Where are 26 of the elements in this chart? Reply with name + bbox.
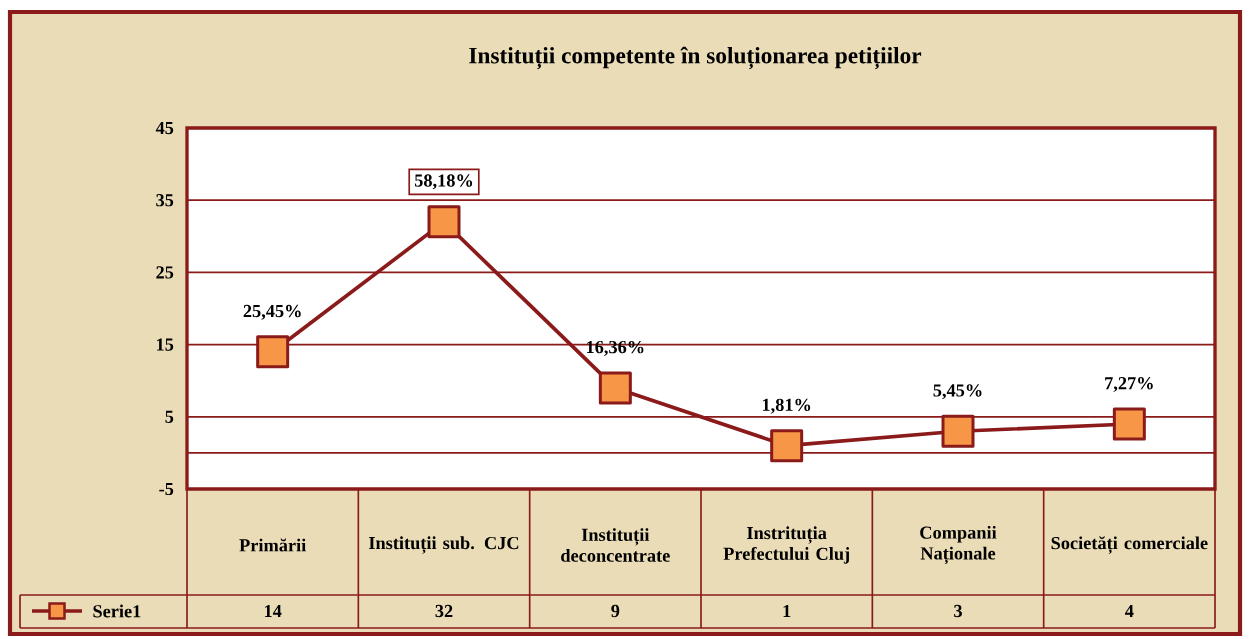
data-label: 1 bbox=[783, 604, 791, 618]
y-tick-label: 45 bbox=[155, 121, 174, 135]
x-tick-label: Instituții sub. CJC bbox=[368, 536, 519, 554]
data-label: 3 bbox=[954, 604, 962, 618]
x-tick-label: Societăți comerciale bbox=[1051, 536, 1208, 554]
data-label: 9 bbox=[611, 604, 620, 618]
x-tick-label: Primării bbox=[239, 538, 306, 552]
y-tick-label: -5 bbox=[159, 482, 174, 496]
legend-label: Serie1 bbox=[93, 604, 141, 618]
annotation: 58,18% bbox=[414, 174, 473, 190]
annotation: 5,45% bbox=[933, 384, 982, 400]
annotation: 16,36% bbox=[587, 340, 644, 356]
chart-title: Instituții competente în soluționarea petițiilor bbox=[469, 46, 922, 70]
data-label: 14 bbox=[264, 604, 282, 618]
x-tick-label: Instrituția Prefectului Cluj bbox=[723, 526, 849, 564]
annotation: 7,27% bbox=[1105, 377, 1153, 393]
x-tick-label: Instituții deconcentrate bbox=[561, 528, 670, 562]
data-label: 4 bbox=[1125, 604, 1134, 618]
data-label: 32 bbox=[435, 604, 453, 618]
annotation: 1,81% bbox=[762, 398, 811, 414]
y-tick-label: 25 bbox=[156, 266, 174, 279]
x-tick-label: Companii Naționale bbox=[920, 525, 997, 565]
annotation: 25,45% bbox=[243, 304, 301, 320]
y-tick-label: 15 bbox=[157, 338, 174, 351]
y-tick-label: 5 bbox=[165, 410, 174, 423]
y-tick-label: 35 bbox=[156, 194, 174, 207]
